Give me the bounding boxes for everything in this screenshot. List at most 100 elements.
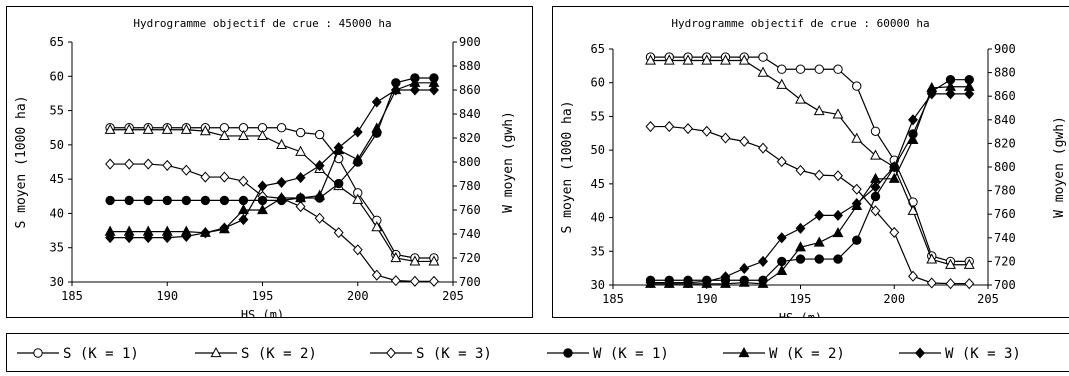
data-point-s4 — [162, 195, 172, 206]
y-tick-label: 45 — [591, 177, 605, 191]
data-point-s2 — [390, 251, 402, 263]
data-point-s2 — [945, 258, 956, 269]
legend-marker-3 — [386, 347, 396, 359]
x-axis-label: HS (m) — [241, 308, 284, 317]
y2-axis-label: W moyen (gwh) — [501, 111, 516, 213]
data-point-s5 — [276, 191, 287, 203]
y2-tick-label: 720 — [994, 254, 1016, 268]
data-point-s3 — [851, 183, 862, 195]
x-tick-label: 185 — [61, 289, 83, 303]
data-point-s3 — [143, 158, 154, 170]
data-point-s5 — [371, 122, 383, 133]
data-point-s2 — [682, 54, 694, 65]
data-point-s6 — [833, 209, 843, 221]
series-line-1 — [650, 56, 970, 262]
data-point-s6 — [333, 142, 344, 154]
data-point-s4 — [795, 254, 806, 264]
series-line-4 — [650, 79, 970, 281]
data-point-s3 — [219, 171, 230, 183]
data-point-s5 — [870, 172, 881, 183]
series-line-3 — [650, 125, 970, 285]
data-point-s2 — [701, 54, 713, 65]
data-point-s5 — [832, 227, 844, 238]
data-point-s6 — [409, 84, 420, 96]
y-tick-label: 45 — [50, 172, 64, 186]
legend-label-2: S (K = 2) — [241, 346, 317, 362]
data-point-s3 — [889, 226, 900, 238]
series-line-2 — [650, 59, 970, 266]
data-point-s6 — [124, 232, 135, 244]
x-tick-label: 205 — [442, 289, 464, 303]
y-tick-label: 65 — [50, 35, 64, 49]
data-point-s3 — [409, 275, 420, 287]
data-point-s5 — [776, 264, 788, 275]
data-point-s2 — [142, 123, 154, 134]
data-point-s2 — [963, 258, 975, 269]
data-point-s3 — [814, 169, 825, 181]
y2-tick-label: 900 — [459, 35, 481, 49]
data-point-s3 — [181, 164, 192, 176]
data-point-s6 — [219, 222, 230, 234]
legend-marker-4 — [563, 348, 573, 358]
y-tick-label: 55 — [591, 109, 605, 123]
y2-tick-label: 880 — [994, 66, 1016, 80]
data-point-s3 — [720, 132, 731, 144]
data-point-s3 — [926, 277, 937, 289]
legend: S (K = 1) S (K = 2) S (K = 3) W (K = 1) W (K… — [6, 333, 1069, 372]
data-point-s4 — [777, 256, 787, 267]
data-point-s6 — [908, 114, 918, 126]
legend-marker-2 — [210, 346, 222, 358]
y-axis-label: S moyen (1000 ha) — [560, 100, 575, 233]
data-point-s1 — [758, 52, 768, 62]
chart-title: Hydrogramme objectif de crue : 45000 ha — [133, 17, 391, 30]
data-point-s2 — [352, 193, 364, 204]
data-point-s1 — [833, 64, 843, 74]
chart-panel-60000: Hydrogramme objectif de crue : 60000 ha 1… — [552, 6, 1069, 325]
y2-tick-label: 700 — [994, 278, 1016, 292]
data-point-s2 — [276, 138, 287, 149]
y2-tick-label: 780 — [459, 179, 481, 193]
data-point-s4 — [238, 195, 249, 206]
data-point-s6 — [238, 214, 249, 226]
series-line-5 — [110, 82, 434, 234]
data-point-s2 — [738, 54, 750, 65]
data-point-s3 — [333, 227, 344, 239]
y-axis-label: S moyen (1000 ha) — [14, 95, 29, 228]
data-point-s2 — [180, 123, 192, 134]
data-point-s3 — [105, 158, 116, 170]
x-axis-label: HS (m) — [779, 311, 822, 317]
chart-title: Hydrogramme objectif de crue : 60000 ha — [671, 17, 929, 30]
data-point-s3 — [371, 269, 382, 281]
y2-tick-label: 760 — [994, 207, 1016, 221]
legend-label-4: W (K = 1) — [593, 346, 669, 362]
data-point-s3 — [295, 201, 306, 213]
data-point-s3 — [795, 164, 806, 176]
data-point-s2 — [218, 129, 230, 141]
legend-svg: S (K = 1) S (K = 2) S (K = 3) W (K = 1) W (K… — [17, 346, 1021, 362]
data-point-s6 — [390, 84, 401, 96]
data-point-s1 — [777, 64, 787, 74]
data-point-s4 — [852, 235, 862, 245]
data-point-s5 — [314, 189, 326, 200]
plot-area — [645, 52, 975, 290]
data-point-s3 — [390, 275, 401, 287]
data-point-s2 — [257, 129, 268, 141]
y2-tick-label: 840 — [994, 113, 1016, 127]
x-tick-label: 205 — [977, 292, 999, 306]
legend-marker-1 — [33, 348, 43, 358]
data-point-s2 — [295, 145, 307, 156]
data-point-s4 — [257, 195, 268, 206]
y-tick-label: 50 — [591, 143, 605, 157]
data-point-s6 — [664, 277, 675, 289]
data-point-s2 — [813, 104, 825, 116]
data-point-s6 — [739, 262, 750, 275]
data-point-s6 — [162, 232, 173, 244]
data-point-s5 — [352, 153, 364, 164]
y-tick-label: 50 — [50, 138, 64, 152]
data-point-s4 — [181, 195, 192, 206]
data-point-s2 — [720, 54, 731, 65]
data-point-s6 — [181, 230, 192, 242]
data-point-s2 — [832, 108, 844, 119]
data-point-s6 — [701, 275, 712, 288]
data-point-s2 — [161, 123, 173, 134]
